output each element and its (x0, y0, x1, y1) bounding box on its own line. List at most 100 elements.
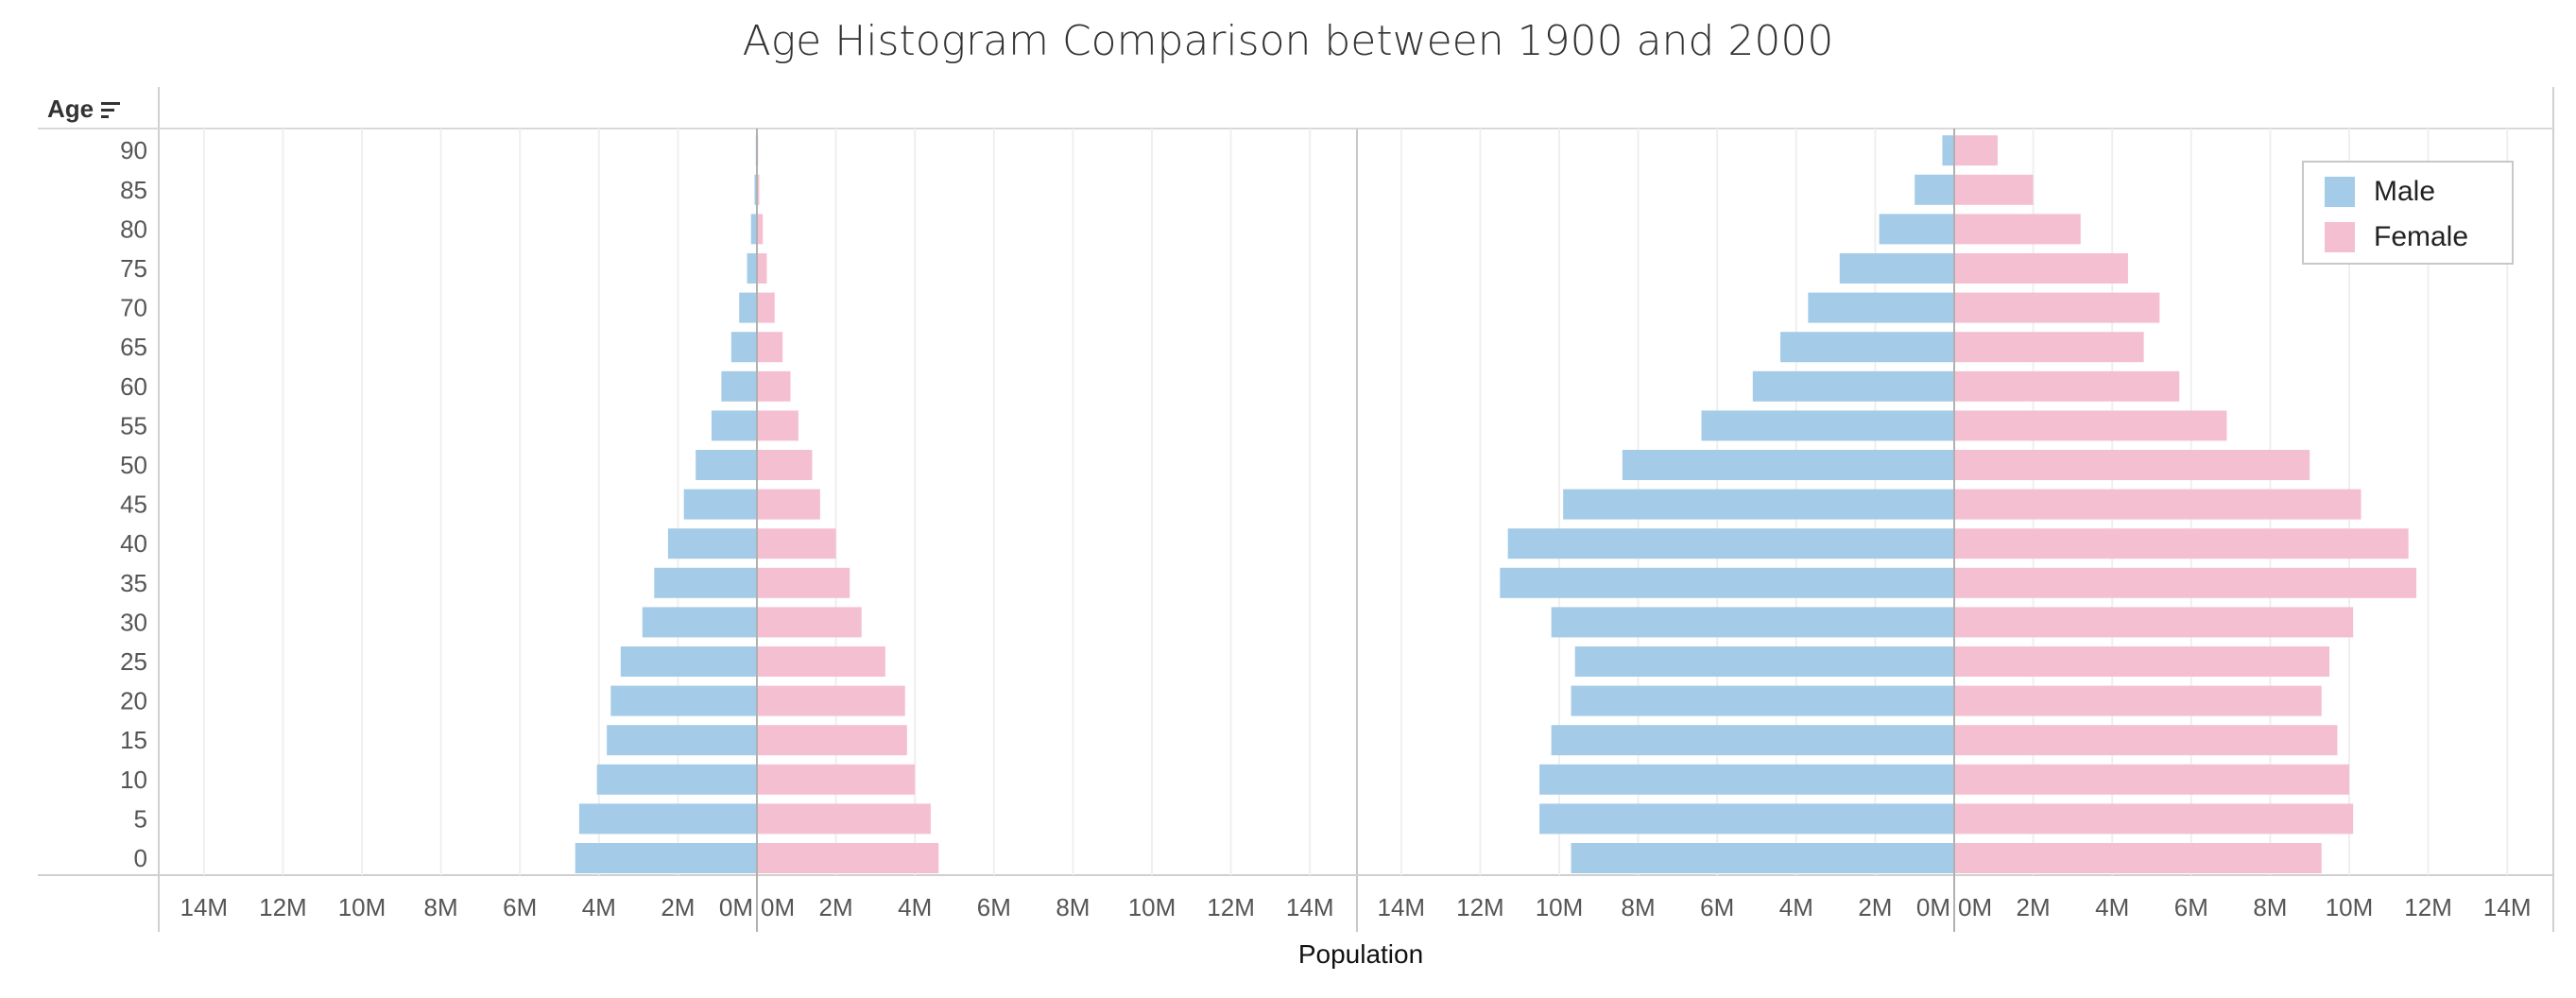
x-tick-label: 4M (1779, 893, 1813, 921)
bar-1900-female (757, 528, 836, 559)
x-axis-title: Population (1297, 939, 1424, 969)
y-tick-label: 70 (120, 294, 147, 322)
bar-2000-female (1954, 607, 2354, 638)
x-tick-label: 0M (1958, 893, 1992, 921)
x-tick-label: 8M (424, 893, 458, 921)
bar-1900-male (730, 332, 757, 363)
x-tick-label: 12M (2404, 893, 2452, 921)
x-tick-label: 2M (661, 893, 695, 921)
bar-1900-female (757, 370, 791, 402)
x-tick-label: 14M (2483, 893, 2532, 921)
legend-label-female: Female (2374, 221, 2469, 252)
bar-2000-female (1954, 528, 2409, 559)
x-tick-label: 6M (503, 893, 537, 921)
bar-2000-female (1954, 135, 1998, 166)
bar-1900-female (757, 332, 783, 363)
bar-2000-female (1954, 253, 2128, 284)
x-tick-label: 8M (2253, 893, 2287, 921)
bar-1900-female (757, 214, 764, 245)
bar-1900-female (757, 764, 916, 795)
bar-1900-female (757, 450, 813, 480)
y-tick-label: 5 (134, 804, 147, 833)
bar-2000-male (1574, 646, 1954, 677)
bar-2000-male (1701, 410, 1954, 441)
y-tick-label: 30 (120, 608, 147, 636)
bar-2000-female (1954, 450, 2310, 480)
bar-1900-male (683, 489, 757, 520)
x-tick-label: 14M (1378, 893, 1426, 921)
y-tick-label: 90 (120, 136, 147, 164)
x-tick-label: 0M (1916, 893, 1950, 921)
x-tick-label: 0M (719, 893, 753, 921)
x-tick-label: 14M (1286, 893, 1334, 921)
bar-1900-male (754, 174, 757, 205)
y-tick-label: 40 (120, 529, 147, 558)
age-axis-title: Age (47, 95, 94, 123)
y-tick-label: 60 (120, 372, 147, 401)
sort-icon[interactable] (101, 99, 122, 120)
x-tick-label: 2M (2017, 893, 2051, 921)
bar-1900-male (575, 843, 757, 873)
bar-1900-male (620, 646, 757, 677)
bar-2000-male (1507, 528, 1954, 559)
x-tick-label: 4M (2095, 893, 2129, 921)
x-tick-label: 10M (338, 893, 386, 921)
x-tick-label: 12M (1207, 893, 1255, 921)
bar-2000-male (1551, 725, 1954, 756)
bar-2000-female (1954, 803, 2354, 835)
bar-1900-male (578, 803, 757, 835)
bar-1900-male (610, 685, 757, 716)
x-tick-label: 2M (1858, 893, 1892, 921)
age-axis-header[interactable]: Age (47, 95, 122, 124)
legend-swatch-female (2325, 222, 2355, 252)
bar-1900-female (757, 607, 862, 638)
legend-item-male[interactable]: Male (2325, 176, 2435, 208)
bar-2000-male (1539, 764, 1954, 795)
x-tick-label: 14M (180, 893, 229, 921)
bar-2000-male (1879, 214, 1954, 245)
bar-1900-female (757, 646, 885, 677)
y-tick-label: 15 (120, 726, 147, 754)
chart-title: Age Histogram Comparison between 1900 an… (742, 17, 1834, 65)
bar-2000-female (1954, 646, 2330, 677)
bar-2000-male (1839, 253, 1954, 284)
x-tick-label: 6M (977, 893, 1011, 921)
bar-2000-male (1622, 450, 1954, 480)
x-tick-label: 10M (1536, 893, 1584, 921)
x-tick-label: 4M (582, 893, 616, 921)
bar-1900-male (607, 725, 757, 756)
y-tick-label: 50 (120, 451, 147, 479)
bar-2000-male (1563, 489, 1954, 520)
bar-1900-male (747, 253, 757, 284)
y-tick-label: 75 (120, 254, 147, 283)
y-tick-label: 85 (120, 176, 147, 204)
bar-1900-male (739, 292, 757, 323)
bar-1900-female (757, 253, 767, 284)
bar-2000-female (1954, 567, 2417, 598)
y-tick-label: 0 (134, 844, 147, 872)
bar-2000-male (1808, 292, 1954, 323)
bar-1900-female (757, 292, 775, 323)
bar-2000-female (1954, 370, 2180, 402)
legend[interactable]: Male Female (2302, 161, 2514, 265)
y-tick-label: 80 (120, 215, 147, 243)
y-tick-label: 20 (120, 687, 147, 715)
bar-1900-male (750, 214, 757, 245)
bar-1900-female (757, 843, 939, 873)
legend-item-female[interactable]: Female (2325, 221, 2468, 253)
bar-2000-female (1954, 174, 2034, 205)
bar-2000-male (1571, 843, 1954, 873)
x-tick-label: 8M (1056, 893, 1090, 921)
legend-label-male: Male (2374, 176, 2436, 207)
x-tick-label: 6M (1700, 893, 1734, 921)
bar-2000-male (1915, 174, 1954, 205)
y-tick-label: 55 (120, 411, 147, 439)
x-tick-label: 2M (819, 893, 853, 921)
bar-2000-female (1954, 292, 2160, 323)
x-tick-label: 10M (1128, 893, 1176, 921)
bar-2000-female (1954, 764, 2349, 795)
bar-2000-male (1539, 803, 1954, 835)
y-tick-label: 35 (120, 569, 147, 597)
x-tick-label: 6M (2174, 893, 2208, 921)
